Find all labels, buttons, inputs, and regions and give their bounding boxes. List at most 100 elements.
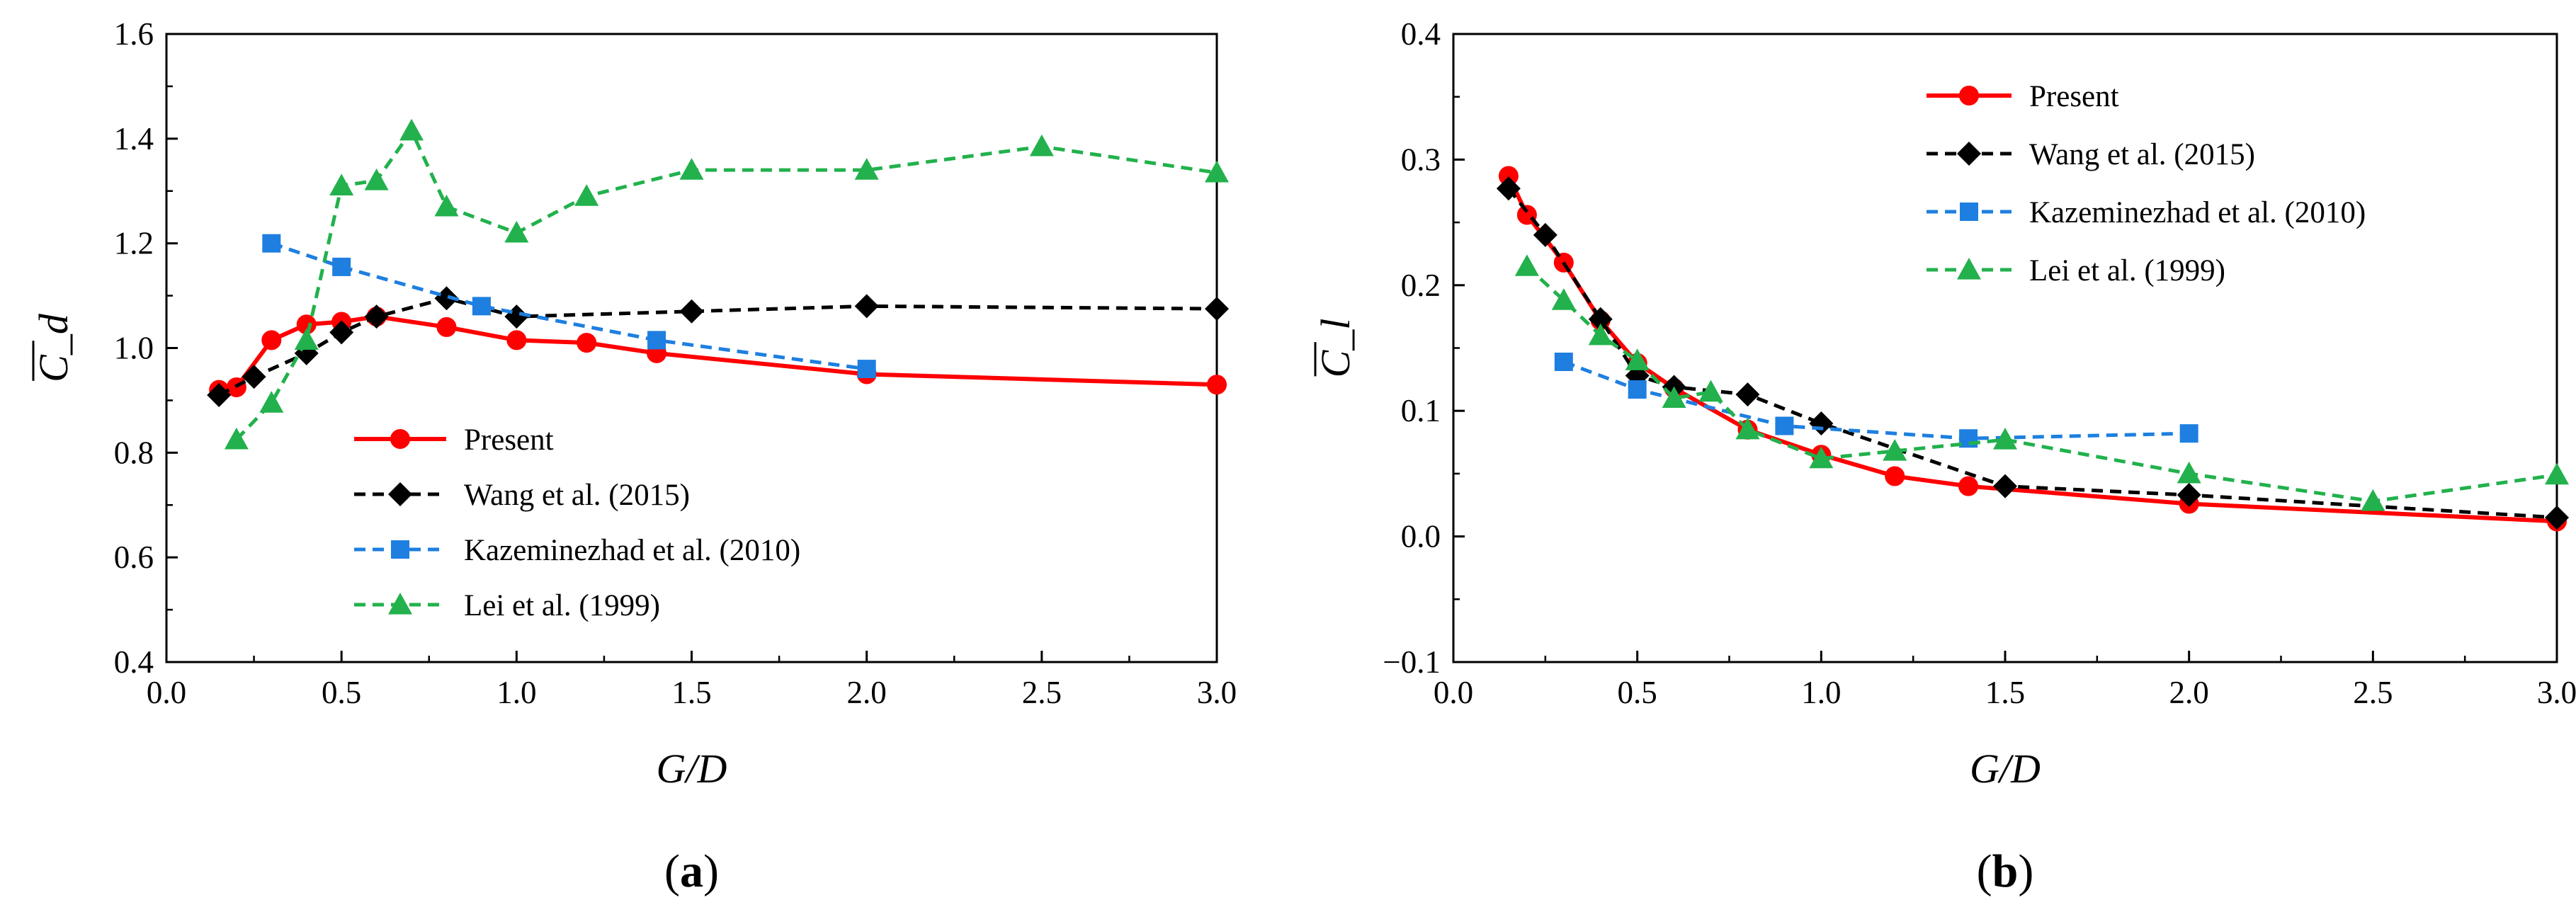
x-axis-label: G/D: [1970, 746, 2041, 792]
y-tick-label: 1.2: [114, 226, 154, 261]
data-point: [679, 299, 704, 324]
x-tick-label: 1.5: [671, 675, 711, 710]
legend-swatch-marker: [1957, 142, 1981, 166]
data-point: [472, 297, 491, 316]
legend: Present Wang et al. (2015) Kazeminezhad et…: [354, 423, 800, 622]
data-point: [434, 194, 459, 217]
panel-letter: b: [1992, 845, 2019, 897]
panel-paren: ): [2018, 845, 2033, 897]
data-point: [504, 304, 529, 329]
legend-entry-label: Wang et al. (2015): [464, 479, 690, 512]
series-line: [217, 296, 1218, 397]
data-point: [504, 220, 529, 243]
series-line: [1562, 360, 2189, 440]
data-point: [2179, 424, 2198, 443]
data-point: [1735, 382, 1760, 407]
x-tick-label: 1.0: [497, 675, 536, 710]
chart-panel-a: 0.0 0.5 1.0 1.5 2.0 2.5 3.0 0.4 0.6 0.8 1.0 1.2 1.4 1…: [30, 16, 1237, 897]
data-point: [577, 333, 597, 353]
data-point: [259, 391, 284, 413]
data-point: [329, 173, 354, 195]
data-point: [1496, 176, 1521, 201]
data-point: [2177, 483, 2201, 508]
data-point: [1207, 375, 1227, 395]
series-3: [1514, 254, 2569, 511]
series-2: [1554, 353, 2198, 448]
y-tick-label: 0.2: [1401, 268, 1441, 303]
data-point: [1958, 476, 1979, 496]
legend-entry-label: Wang et al. (2015): [2029, 138, 2255, 171]
x-tick-label: 3.0: [2537, 675, 2576, 710]
y-tick-label: 0.3: [1401, 142, 1441, 177]
legend-entry-label: Present: [2029, 80, 2119, 113]
legend-entry-label: Lei et al. (1999): [464, 589, 660, 622]
data-point: [1554, 353, 1573, 372]
series-line: [235, 127, 1218, 441]
x-tick-label: 0.0: [1434, 675, 1473, 710]
data-point: [679, 158, 704, 180]
data-point: [242, 365, 266, 389]
x-tick-label: 2.5: [2353, 675, 2393, 710]
data-point: [1885, 466, 1905, 486]
data-point: [1735, 417, 1760, 440]
series-1: [1496, 176, 2569, 530]
legend-entry-label: Kazeminezhad et al. (2010): [2029, 196, 2366, 229]
data-point: [332, 257, 351, 276]
y-tick-label: 0.4: [114, 644, 154, 680]
series-line: [1507, 187, 2558, 520]
x-tick-label: 0.5: [1618, 675, 1657, 710]
y-axis-label: C_d: [30, 313, 76, 382]
data-point: [854, 158, 879, 180]
data-point: [506, 330, 527, 350]
x-tick-label: 2.0: [847, 675, 887, 710]
y-tick-label: 1.0: [114, 331, 154, 366]
data-point: [207, 383, 232, 408]
panel-paren: ): [703, 845, 719, 897]
series-3: [224, 118, 1229, 450]
y-tick-label: 0.4: [1401, 16, 1441, 52]
data-point: [2545, 462, 2569, 485]
panel-label: (a): [664, 845, 719, 897]
legend-entry-label: Kazeminezhad et al. (2010): [464, 534, 800, 567]
series-1: [207, 286, 1229, 408]
data-point: [1205, 160, 1229, 183]
data-point: [1883, 438, 1907, 461]
x-tick-label: 2.5: [1022, 675, 1062, 710]
y-tick-label: 0.0: [1401, 519, 1441, 554]
y-tick-label: −0.1: [1383, 644, 1441, 680]
data-point: [399, 118, 424, 141]
data-point: [434, 286, 459, 311]
x-tick-label: 2.0: [2169, 675, 2209, 710]
legend: Present Wang et al. (2015) Kazeminezhad et…: [1927, 80, 2366, 287]
y-tick-label: 0.6: [114, 540, 154, 575]
x-tick-label: 1.5: [1985, 675, 2025, 710]
x-tick-label: 0.0: [147, 675, 186, 710]
y-axis-label: C_l: [1312, 319, 1358, 378]
data-point: [2545, 505, 2569, 530]
series-0: [209, 307, 1227, 400]
data-point: [1588, 307, 1613, 331]
panel-paren: (: [664, 845, 680, 897]
legend-swatch-marker: [388, 593, 412, 615]
x-tick-label: 1.0: [1801, 675, 1841, 710]
legend-swatch-marker: [1957, 258, 1981, 280]
legend-swatch-marker: [390, 429, 410, 449]
data-point: [329, 320, 354, 345]
data-point: [857, 360, 876, 379]
data-point: [854, 294, 879, 319]
data-point: [1993, 474, 2017, 498]
data-point: [1029, 134, 1054, 156]
data-point: [1205, 297, 1229, 321]
panel-label: (b): [1977, 845, 2034, 897]
data-point: [262, 234, 281, 253]
data-point: [1698, 380, 1723, 402]
series-line: [271, 241, 868, 371]
data-point: [2177, 461, 2201, 484]
data-point: [261, 330, 282, 350]
data-point: [1775, 416, 1794, 435]
data-point: [1628, 380, 1647, 399]
data-point: [1809, 446, 1834, 469]
y-tick-label: 1.4: [114, 121, 154, 156]
legend-swatch-marker: [391, 540, 409, 559]
